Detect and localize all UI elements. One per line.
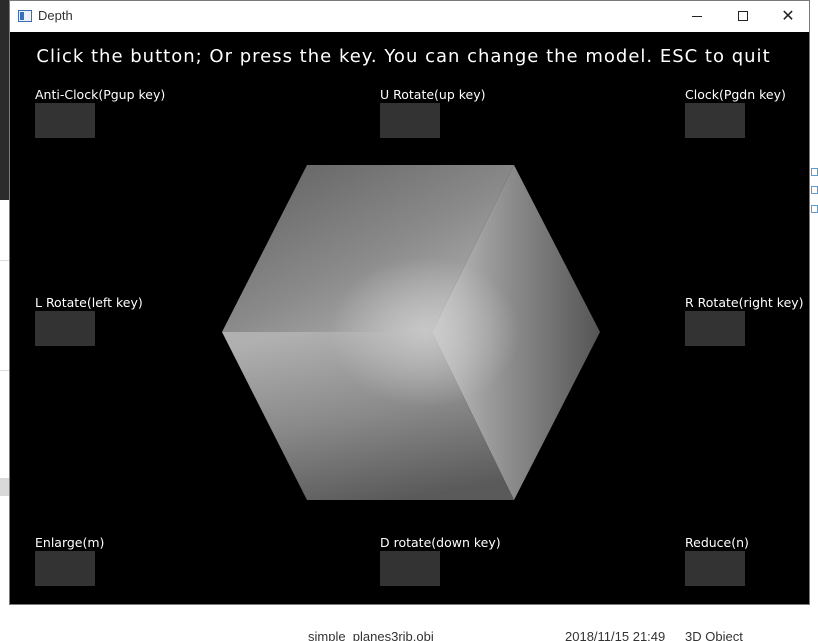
depth-window: Depth ✕ Click the button; Or press the k…: [9, 0, 810, 605]
background-checkbox-fragment: [811, 168, 818, 176]
enlarge-label: Enlarge(m): [35, 535, 105, 550]
u-rotate-label: U Rotate(up key): [380, 87, 486, 102]
clock-label: Clock(Pgdn key): [685, 87, 786, 102]
cube-highlight: [330, 257, 520, 407]
r-rotate-label: R Rotate(right key): [685, 295, 804, 310]
maximize-icon: [738, 11, 748, 21]
desktop-background-dark-strip: [0, 0, 9, 200]
background-checkbox-fragment: [811, 205, 818, 213]
app-window-icon: [18, 10, 32, 22]
r-rotate-button[interactable]: [685, 311, 745, 346]
reduce-label: Reduce(n): [685, 535, 749, 550]
render-canvas[interactable]: Click the button; Or press the key. You …: [10, 32, 809, 604]
close-icon: ✕: [781, 6, 795, 25]
background-file-row: simple_planes3rib.obj 2018/11/15 21:49 3…: [300, 629, 818, 641]
background-file-name: simple_planes3rib.obj: [308, 629, 434, 641]
window-title: Depth: [38, 8, 73, 23]
desktop-background-right: [810, 0, 818, 641]
enlarge-button[interactable]: [35, 551, 95, 586]
credit-text: made by HQ: [651, 604, 774, 625]
minimize-button[interactable]: [674, 1, 720, 31]
close-button[interactable]: ✕: [765, 1, 811, 31]
l-rotate-button[interactable]: [35, 311, 95, 346]
desktop-divider: [0, 370, 9, 371]
reduce-button[interactable]: [685, 551, 745, 586]
cube-model[interactable]: [10, 32, 809, 604]
u-rotate-button[interactable]: [380, 103, 440, 138]
title-bar[interactable]: Depth ✕: [10, 1, 809, 32]
desktop-background-bottom: [0, 621, 818, 641]
background-file-date: 2018/11/15 21:49: [565, 629, 666, 641]
maximize-button[interactable]: [720, 1, 766, 31]
anti-clock-label: Anti-Clock(Pgup key): [35, 87, 166, 102]
desktop-divider: [0, 478, 9, 496]
background-checkbox-fragment: [811, 186, 818, 194]
desktop-background-left: [0, 0, 9, 641]
d-rotate-label: D rotate(down key): [380, 535, 501, 550]
background-file-type: 3D Object: [685, 629, 743, 641]
clock-button[interactable]: [685, 103, 745, 138]
l-rotate-label: L Rotate(left key): [35, 295, 143, 310]
minimize-icon: [692, 15, 702, 17]
anti-clock-button[interactable]: [35, 103, 95, 138]
desktop-divider: [0, 260, 9, 261]
instructions-text: Click the button; Or press the key. You …: [36, 46, 771, 67]
d-rotate-button[interactable]: [380, 551, 440, 586]
